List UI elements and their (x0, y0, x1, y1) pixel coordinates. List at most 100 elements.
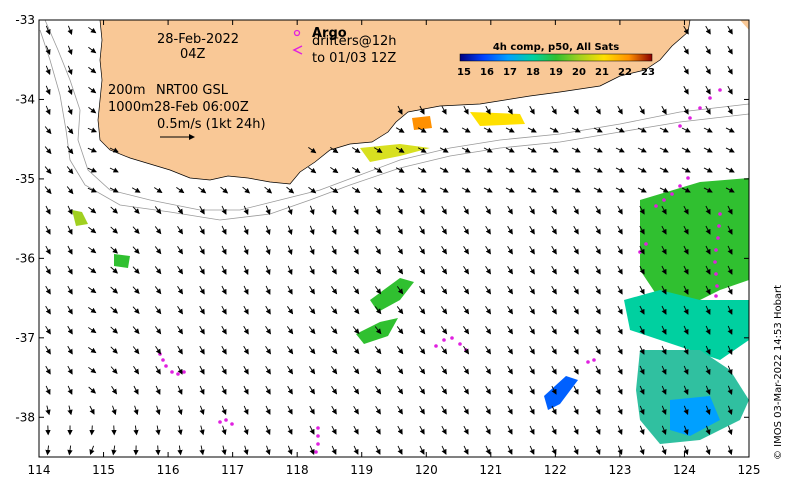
current-arrow (308, 326, 316, 335)
current-arrow (705, 345, 711, 355)
current-arrow (441, 405, 447, 415)
current-arrow (485, 225, 491, 235)
current-arrow (331, 265, 337, 275)
colorbar-tick-label: 16 (480, 67, 494, 78)
current-arrow (527, 127, 537, 133)
current-arrow (661, 405, 667, 415)
current-arrow (132, 346, 140, 355)
current-arrow (659, 147, 669, 153)
current-arrow (551, 345, 557, 355)
current-arrow (683, 85, 689, 95)
current-arrow (308, 346, 316, 355)
current-arrow (375, 425, 381, 435)
current-arrow (727, 245, 733, 255)
current-arrow (177, 226, 183, 235)
current-arrow (705, 205, 711, 215)
current-arrow (243, 285, 249, 295)
current-arrow (527, 167, 537, 173)
current-arrow (529, 345, 535, 355)
current-arrow (132, 206, 140, 214)
current-arrow (374, 306, 382, 315)
current-arrow (133, 425, 139, 436)
current-arrow (397, 225, 403, 235)
current-arrow (177, 245, 183, 255)
current-arrow (375, 225, 381, 235)
current-arrow (529, 205, 535, 215)
current-arrow (571, 127, 581, 133)
current-arrow (352, 187, 361, 194)
current-arrow (45, 105, 51, 115)
current-arrow (595, 225, 601, 235)
current-arrow (441, 266, 448, 275)
current-arrow (617, 205, 623, 215)
current-arrow (595, 285, 601, 295)
current-arrow (45, 265, 51, 275)
current-arrow (154, 306, 162, 315)
current-arrow (374, 326, 382, 335)
current-arrow (639, 445, 645, 456)
current-arrow (374, 286, 382, 295)
current-arrow (132, 226, 140, 234)
current-arrow (287, 245, 293, 256)
current-arrow (705, 45, 711, 55)
current-arrow (221, 245, 227, 255)
current-arrow (309, 265, 315, 275)
current-arrow (418, 326, 426, 335)
current-arrow (705, 225, 711, 235)
current-arrow (132, 306, 140, 315)
current-arrow (441, 366, 448, 375)
current-arrow (681, 147, 691, 153)
current-arrow (375, 445, 381, 455)
current-arrow (309, 405, 315, 415)
current-arrow (705, 245, 711, 255)
current-arrow (463, 205, 469, 215)
current-arrow (551, 245, 557, 255)
current-arrow (529, 425, 535, 435)
current-arrow (549, 167, 559, 173)
current-arrow (727, 385, 733, 396)
current-arrow (551, 265, 557, 275)
current-arrow (727, 365, 733, 375)
current-arrow (683, 365, 689, 375)
current-arrow (287, 285, 293, 295)
current-arrow (441, 245, 447, 255)
current-arrow (331, 405, 337, 415)
current-arrow (419, 386, 425, 395)
current-arrow (242, 186, 251, 194)
current-arrow (418, 346, 426, 355)
current-arrow (463, 365, 469, 375)
current-arrow (221, 345, 227, 355)
current-arrow (199, 245, 205, 255)
current-arrow (529, 365, 535, 375)
current-arrow (507, 325, 513, 335)
current-arrow (617, 405, 623, 415)
current-arrow (661, 285, 667, 295)
current-arrow (154, 226, 162, 235)
current-arrow (45, 245, 51, 255)
current-arrow (617, 265, 623, 275)
time-label: 04Z (180, 47, 206, 62)
current-arrow (639, 425, 645, 435)
current-arrow (463, 445, 469, 455)
current-arrow (67, 365, 73, 375)
current-arrow (395, 167, 405, 173)
current-arrow (595, 445, 601, 455)
current-arrow (549, 187, 559, 193)
current-arrow (505, 187, 515, 193)
current-arrow (309, 285, 315, 295)
current-arrow (67, 225, 73, 235)
current-arrow (485, 345, 491, 355)
current-arrow (265, 205, 271, 216)
current-arrow (441, 425, 447, 435)
current-arrow (177, 345, 183, 355)
current-arrow (507, 345, 513, 355)
colorbar-tick-label: 18 (526, 67, 540, 78)
current-arrow (308, 166, 317, 174)
current-arrow (439, 167, 449, 173)
current-arrow (441, 286, 448, 295)
current-arrow (639, 265, 645, 275)
colorbar-tick-label: 23 (641, 67, 655, 78)
current-arrow (177, 305, 183, 315)
current-arrow (45, 405, 51, 416)
current-arrow (67, 205, 73, 215)
